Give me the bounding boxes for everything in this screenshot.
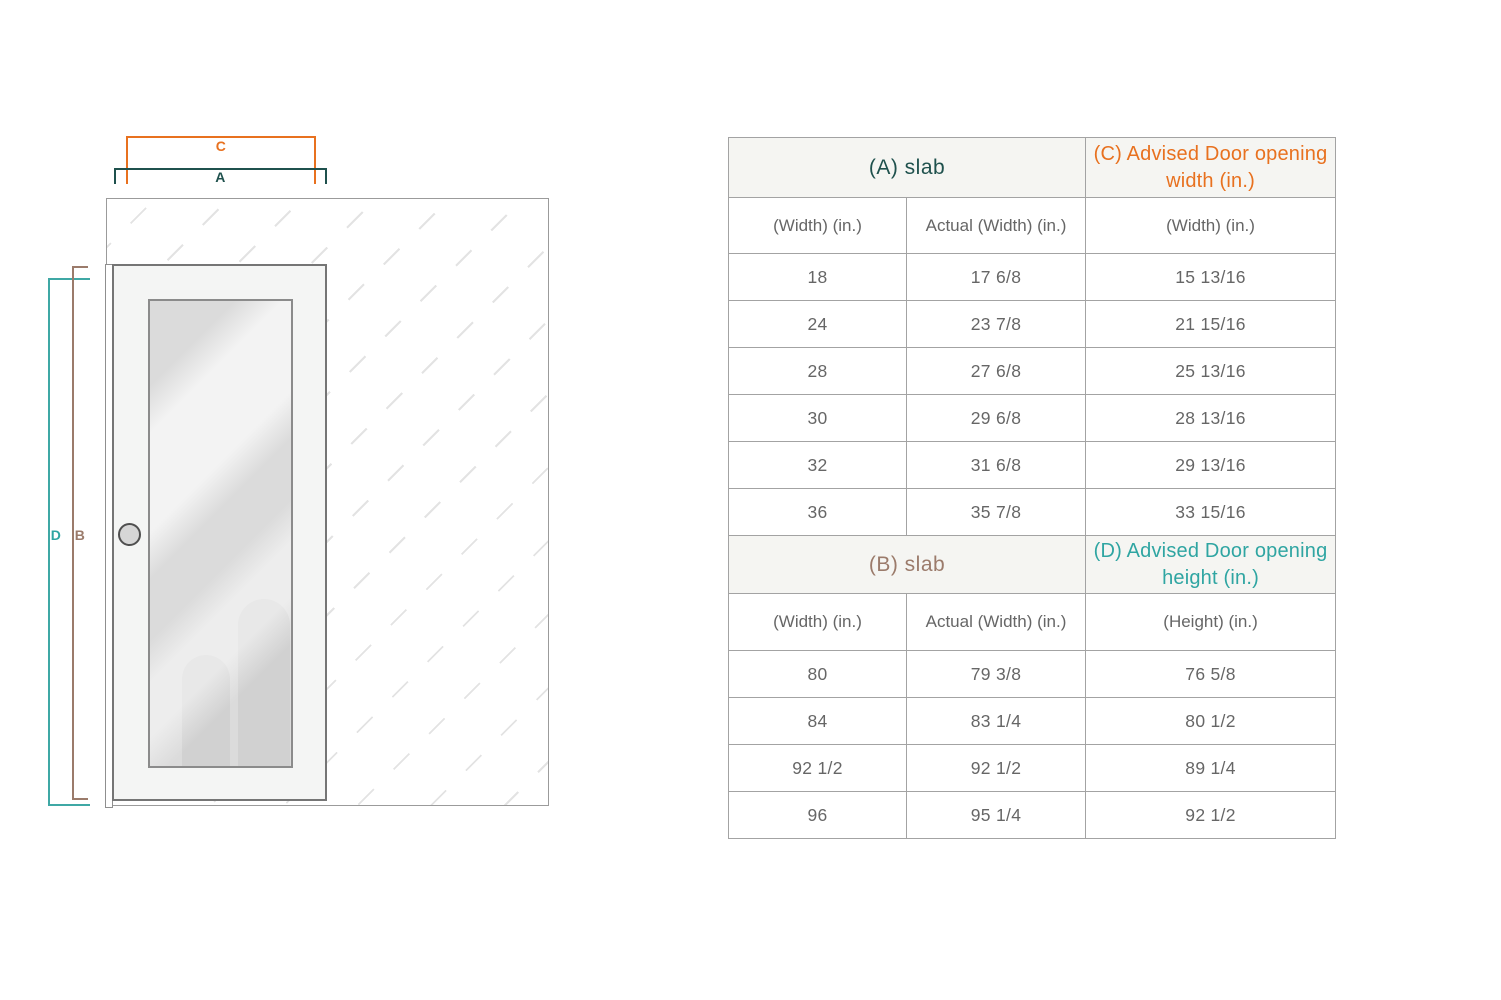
- col-header-width: (Width) (in.): [728, 197, 907, 254]
- dimension-label-a: A: [215, 169, 226, 185]
- cell-actual-width: 23 7/8: [905, 300, 1087, 348]
- col-header-actual-width: Actual (Width) (in.): [905, 593, 1087, 651]
- table-row: 18 17 6/8 15 13/16: [728, 253, 1337, 301]
- cell-width: 36: [728, 488, 907, 536]
- dimension-bracket-a: [114, 168, 327, 184]
- col-header-actual-width-text: Actual (Width) (in.): [925, 215, 1067, 235]
- cell-width: 18: [728, 253, 907, 301]
- cell-opening-height: 89 1/4: [1085, 744, 1337, 792]
- cell-width: 30: [728, 394, 907, 442]
- cell-width: 92 1/2: [728, 744, 907, 792]
- cell-actual-width: 17 6/8: [905, 253, 1087, 301]
- table-row: 92 1/2 92 1/2 89 1/4: [728, 744, 1337, 792]
- section-b-header-row: (B) slab (D) Advised Door opening height…: [727, 535, 1337, 594]
- cell-opening-width: 21 15/16: [1085, 300, 1337, 348]
- cell-opening-height: 80 1/2: [1085, 697, 1337, 745]
- cell-width: 84: [728, 697, 907, 745]
- table-row: 36 35 7/8 33 15/16: [728, 488, 1337, 536]
- advised-width-title: (C) Advised Door opening width (in.): [1085, 137, 1337, 198]
- cell-width: 28: [728, 347, 907, 395]
- section-a-subheader-row: (Width) (in.) Actual (Width) (in.) (Widt…: [728, 197, 1337, 254]
- dimension-bracket-b: [72, 266, 88, 800]
- cell-width: 24: [728, 300, 907, 348]
- section-b-title: (B) slab: [727, 535, 1087, 594]
- cell-opening-height: 76 5/8: [1085, 650, 1337, 698]
- door-knob: [118, 523, 141, 546]
- cell-opening-width: 25 13/16: [1085, 347, 1337, 395]
- table-row: 32 31 6/8 29 13/16: [728, 441, 1337, 489]
- advised-height-title: (D) Advised Door opening height (in.): [1085, 535, 1337, 594]
- dimension-bracket-d: [48, 278, 90, 806]
- table-row: 30 29 6/8 28 13/16: [728, 394, 1337, 442]
- col-header-opening-height: (Height) (in.): [1085, 593, 1337, 651]
- table-row: 28 27 6/8 25 13/16: [728, 347, 1337, 395]
- col-header-opening-width: (Width) (in.): [1085, 197, 1337, 254]
- col-header-width: (Width) (in.): [728, 593, 907, 651]
- cell-opening-height: 92 1/2: [1085, 791, 1337, 839]
- section-a-title: (A) slab: [727, 137, 1087, 198]
- cell-width: 96: [728, 791, 907, 839]
- cell-opening-width: 33 15/16: [1085, 488, 1337, 536]
- section-b-subheader-row: (Width) (in.) Actual (Width) (in.) (Heig…: [728, 593, 1337, 651]
- cell-actual-width: 83 1/4: [905, 697, 1087, 745]
- cell-actual-width: 95 1/4: [905, 791, 1087, 839]
- door-size-table: (A) slab (C) Advised Door opening width …: [727, 137, 1337, 839]
- cell-width: 80: [728, 650, 907, 698]
- cell-opening-width: 28 13/16: [1085, 394, 1337, 442]
- col-header-actual-width: Actual (Width) (in.): [905, 197, 1087, 254]
- dimension-label-d: D: [50, 527, 62, 543]
- dimension-bracket-c: [126, 136, 316, 184]
- door-glass-panel: [148, 299, 293, 768]
- table-row: 96 95 1/4 92 1/2: [728, 791, 1337, 839]
- cell-width: 32: [728, 441, 907, 489]
- col-header-actual-width-text: Actual (Width) (in.): [925, 612, 1067, 632]
- cell-opening-width: 29 13/16: [1085, 441, 1337, 489]
- cell-actual-width: 31 6/8: [905, 441, 1087, 489]
- table-row: 24 23 7/8 21 15/16: [728, 300, 1337, 348]
- glass-reflection-streaks: [150, 301, 291, 766]
- cell-actual-width: 27 6/8: [905, 347, 1087, 395]
- table-row: 84 83 1/4 80 1/2: [728, 697, 1337, 745]
- dimension-label-b: B: [74, 527, 86, 543]
- cell-actual-width: 79 3/8: [905, 650, 1087, 698]
- cell-actual-width: 29 6/8: [905, 394, 1087, 442]
- table-row: 80 79 3/8 76 5/8: [728, 650, 1337, 698]
- cell-opening-width: 15 13/16: [1085, 253, 1337, 301]
- section-a-header-row: (A) slab (C) Advised Door opening width …: [727, 137, 1337, 198]
- cell-actual-width: 92 1/2: [905, 744, 1087, 792]
- cell-actual-width: 35 7/8: [905, 488, 1087, 536]
- door-measurement-diagram: C A D B: [0, 0, 700, 1000]
- dimension-label-c: C: [215, 138, 227, 154]
